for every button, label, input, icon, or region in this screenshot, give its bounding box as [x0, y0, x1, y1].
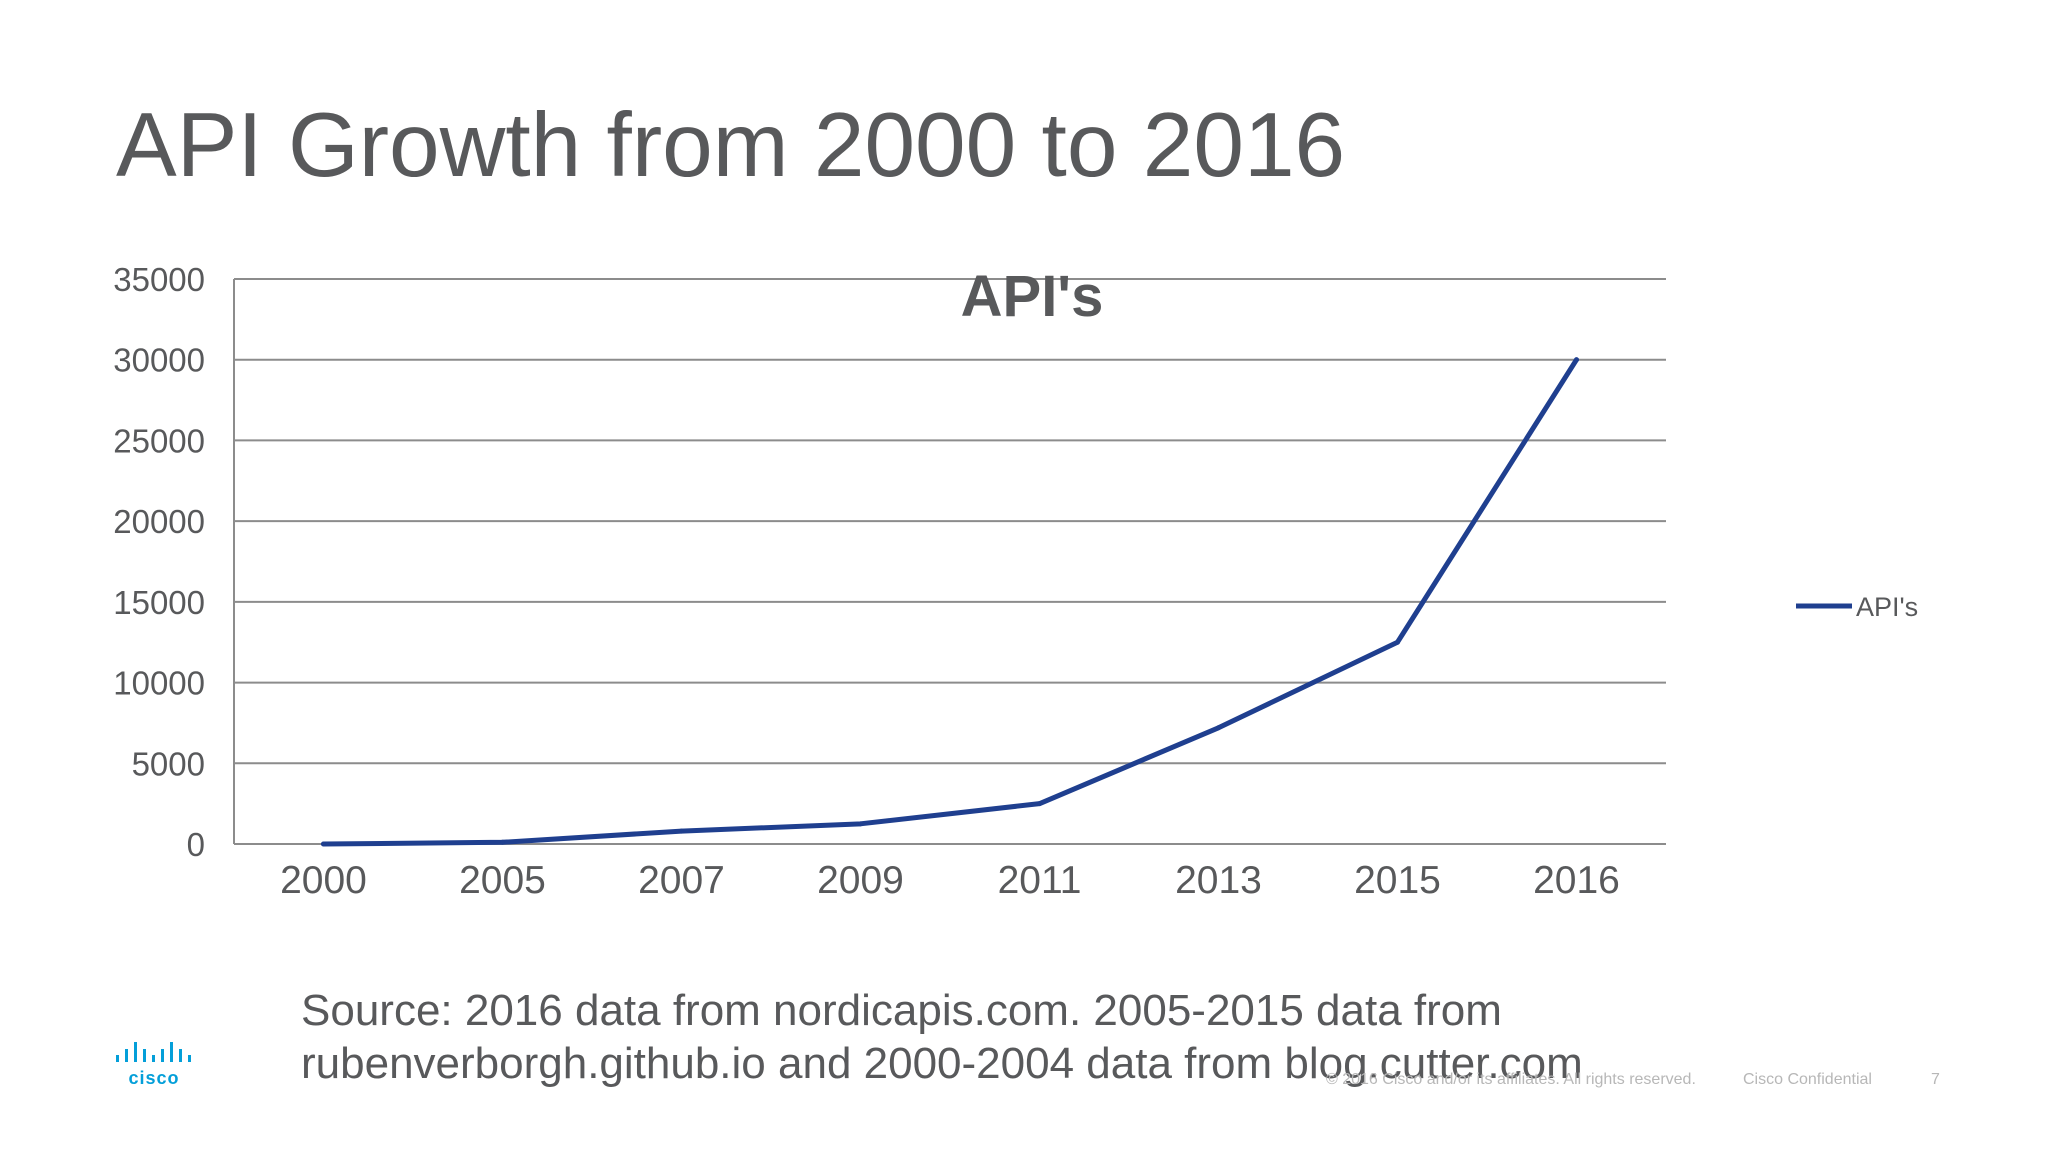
chart-title: API's [961, 264, 1104, 329]
data-point [500, 839, 505, 845]
source-line-1: Source: 2016 data from nordicapis.com. 2… [301, 986, 1502, 1035]
x-tick-label: 2005 [459, 859, 546, 902]
y-tick-label: 15000 [113, 584, 205, 621]
data-point [1395, 639, 1400, 645]
data-point [1037, 801, 1042, 807]
page-number: 7 [1931, 1071, 1940, 1088]
data-point [1216, 725, 1221, 731]
cisco-logo: cisco [112, 1040, 196, 1088]
y-tick-label: 30000 [113, 342, 205, 379]
api-growth-chart: 0 5000 10000 15000 20000 25000 30000 35000 2000… [113, 261, 1918, 902]
legend-label: API's [1856, 592, 1918, 622]
footer-copyright: © 2016 Cisco and/or its affiliates. All … [1326, 1071, 1696, 1088]
series-line [321, 357, 1579, 847]
y-tick-label: 10000 [113, 665, 205, 702]
x-axis-tick-labels: 2000 2005 2007 2009 2011 2013 2015 2016 [280, 859, 1620, 902]
x-tick-label: 2007 [638, 859, 725, 902]
y-axis-tick-labels: 0 5000 10000 15000 20000 25000 30000 35000 [113, 261, 205, 863]
data-point [679, 828, 684, 834]
x-tick-label: 2013 [1175, 859, 1262, 902]
legend: API's [1796, 592, 1918, 622]
data-point [858, 821, 863, 827]
series-lines [321, 357, 1579, 847]
x-tick-label: 2000 [280, 859, 367, 902]
x-tick-label: 2015 [1354, 859, 1441, 902]
footer-confidential: Cisco Confidential [1743, 1071, 1872, 1088]
x-tick-label: 2011 [998, 859, 1082, 902]
cisco-logo-wordmark: cisco [128, 1068, 180, 1088]
data-point [1574, 357, 1579, 363]
y-tick-label: 5000 [132, 745, 205, 782]
cisco-bars-icon [116, 1042, 191, 1062]
y-tick-label: 35000 [113, 261, 205, 298]
slide-title: API Growth from 2000 to 2016 [116, 95, 1346, 196]
source-note: Source: 2016 data from nordicapis.com. 2… [301, 984, 1583, 1090]
y-tick-label: 0 [187, 826, 205, 863]
y-tick-label: 25000 [113, 422, 205, 459]
data-point [321, 841, 326, 847]
y-tick-label: 20000 [113, 503, 205, 540]
source-line-2: rubenverborgh.github.io and 2000-2004 da… [301, 1039, 1583, 1088]
x-tick-label: 2009 [817, 859, 904, 902]
x-tick-label: 2016 [1533, 859, 1620, 902]
